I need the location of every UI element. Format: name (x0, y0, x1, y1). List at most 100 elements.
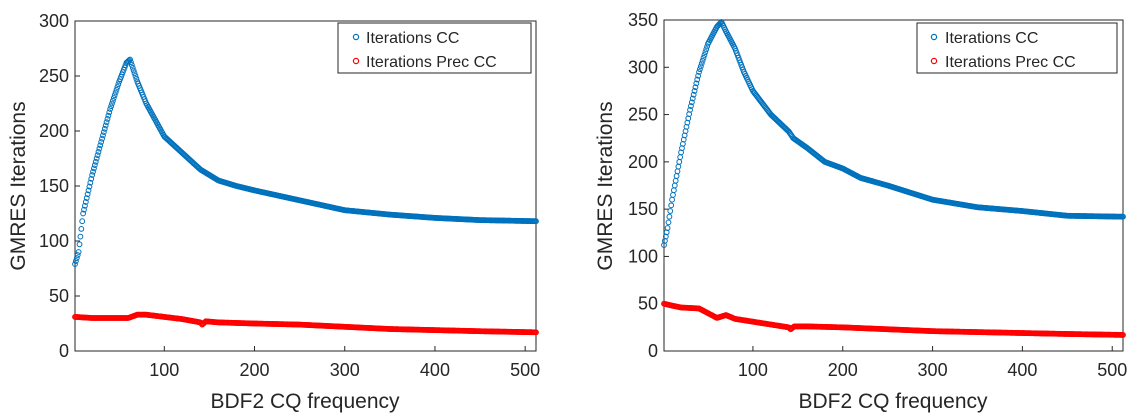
data-point (128, 59, 134, 66)
y-tick-label: 200 (39, 121, 69, 141)
data-point (1120, 213, 1126, 220)
x-tick-label: 200 (828, 360, 858, 380)
data-point (667, 208, 674, 214)
data-point (73, 255, 80, 261)
data-point (96, 145, 103, 152)
data-point (79, 218, 86, 225)
data-point (110, 95, 117, 101)
legend-label-cc: Iterations CC (945, 30, 1038, 47)
chart-panel-right: 100 200 300 400 500 0 50 100 150 200 250 300 350 Ite… (594, 10, 1127, 413)
data-point (90, 168, 96, 175)
data-point (698, 60, 705, 67)
data-point (689, 95, 696, 102)
data-point (109, 97, 116, 104)
data-point (82, 202, 88, 209)
data-point (696, 69, 702, 75)
data-point (693, 80, 700, 87)
data-point (83, 195, 90, 202)
data-point (132, 73, 139, 79)
data-point (125, 58, 132, 65)
data-point (664, 225, 671, 231)
data-point (78, 226, 85, 232)
data-point (697, 63, 704, 70)
data-point (688, 103, 694, 109)
data-point (687, 106, 693, 113)
data-point (103, 119, 110, 126)
x-axis-label: BDF2 CQ frequency (210, 390, 400, 413)
data-point (80, 210, 87, 217)
data-point (700, 54, 707, 61)
data-point (702, 49, 709, 56)
x-tick-label: 500 (510, 360, 540, 380)
y-tick-label: 350 (628, 10, 658, 30)
legend-label-prec-cc: Iterations Prec CC (945, 54, 1076, 71)
y-tick-label: 200 (628, 152, 658, 172)
series-cc (661, 18, 1126, 248)
data-point (131, 70, 138, 77)
data-point (88, 175, 95, 182)
y-axis-label: GMRES Iterations (7, 101, 30, 270)
data-point (130, 67, 137, 74)
data-point (691, 88, 698, 94)
data-point (102, 122, 109, 129)
data-point (107, 106, 114, 112)
data-point (97, 142, 104, 149)
x-tick-label: 400 (420, 360, 450, 380)
data-point (89, 172, 96, 178)
data-point (699, 57, 706, 64)
y-tick-label: 150 (628, 199, 658, 219)
x-tick-label: 300 (918, 360, 948, 380)
data-point (91, 165, 97, 172)
x-tick-label: 200 (240, 360, 270, 380)
data-point (106, 109, 113, 116)
x-axis-label: BDF2 CQ frequency (798, 390, 988, 413)
axes-box (74, 20, 537, 352)
data-point (87, 179, 94, 186)
data-point (93, 155, 100, 162)
legend-box (337, 22, 532, 74)
data-point (701, 52, 708, 58)
x-tick-label: 300 (330, 360, 360, 380)
series-prec-cc (72, 311, 539, 336)
legend-marker-cc (352, 33, 360, 41)
ticks-layer: 100 200 300 400 500 0 50 100 150 200 250 300 350 (628, 10, 1127, 380)
data-point (133, 75, 140, 82)
data-point (694, 76, 701, 83)
legend-marker-prec-cc (930, 57, 938, 65)
x-tick-label: 400 (1007, 360, 1037, 380)
data-point (114, 84, 121, 90)
x-tick-label: 500 (1097, 360, 1127, 380)
legend-label-cc: Iterations CC (366, 30, 459, 47)
y-tick-label: 250 (628, 105, 658, 125)
legend-marker-cc (930, 33, 938, 41)
data-point (104, 116, 111, 122)
legend-label-prec-cc: Iterations Prec CC (366, 54, 497, 71)
y-tick-label: 150 (39, 176, 69, 196)
data-point (533, 218, 539, 225)
data-point (91, 162, 98, 169)
data-point (108, 103, 114, 110)
data-point (533, 329, 539, 336)
data-point (100, 129, 107, 136)
x-tick-label: 100 (149, 360, 179, 380)
data-point (127, 56, 133, 63)
data-point (94, 152, 101, 159)
data-point (85, 187, 92, 194)
x-tick-label: 100 (738, 360, 768, 380)
points-layer (661, 18, 1126, 338)
data-point (101, 125, 108, 132)
data-point (128, 62, 135, 68)
chart-panel-left: 100 200 300 400 500 0 50 100 150 200 250 300 Iterat… (7, 11, 540, 413)
data-point (112, 89, 119, 96)
legend-marker-prec-cc (352, 57, 360, 65)
data-point (84, 191, 91, 198)
data-point (74, 252, 81, 258)
data-point (688, 99, 695, 106)
y-tick-label: 300 (39, 11, 69, 31)
data-point (665, 219, 672, 226)
data-point (703, 46, 710, 53)
data-point (86, 183, 93, 190)
data-point (99, 135, 105, 142)
data-point (81, 206, 87, 213)
